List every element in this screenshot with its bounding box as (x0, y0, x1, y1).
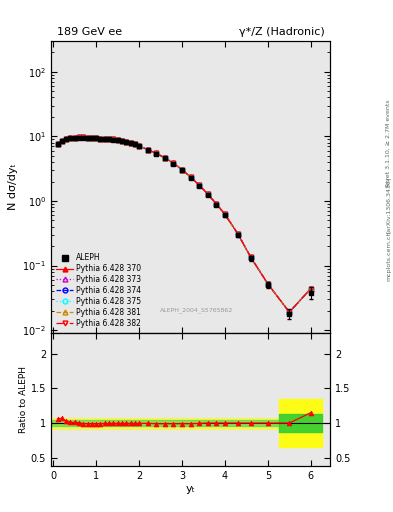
Text: ALEPH_2004_S5765862: ALEPH_2004_S5765862 (160, 307, 233, 313)
Text: 189 GeV ee: 189 GeV ee (57, 27, 122, 36)
Y-axis label: Ratio to ALEPH: Ratio to ALEPH (19, 366, 28, 433)
Text: γ*/Z (Hadronic): γ*/Z (Hadronic) (239, 27, 325, 36)
Text: [arXiv:1306.3436]: [arXiv:1306.3436] (386, 177, 391, 233)
Text: Rivet 3.1.10, ≥ 2.7M events: Rivet 3.1.10, ≥ 2.7M events (386, 99, 391, 187)
Legend: ALEPH, Pythia 6.428 370, Pythia 6.428 373, Pythia 6.428 374, Pythia 6.428 375, P: ALEPH, Pythia 6.428 370, Pythia 6.428 37… (55, 252, 143, 329)
X-axis label: yₜ: yₜ (185, 483, 196, 494)
Y-axis label: N dσ/dyₜ: N dσ/dyₜ (8, 164, 18, 210)
Text: mcplots.cern.ch: mcplots.cern.ch (386, 231, 391, 281)
